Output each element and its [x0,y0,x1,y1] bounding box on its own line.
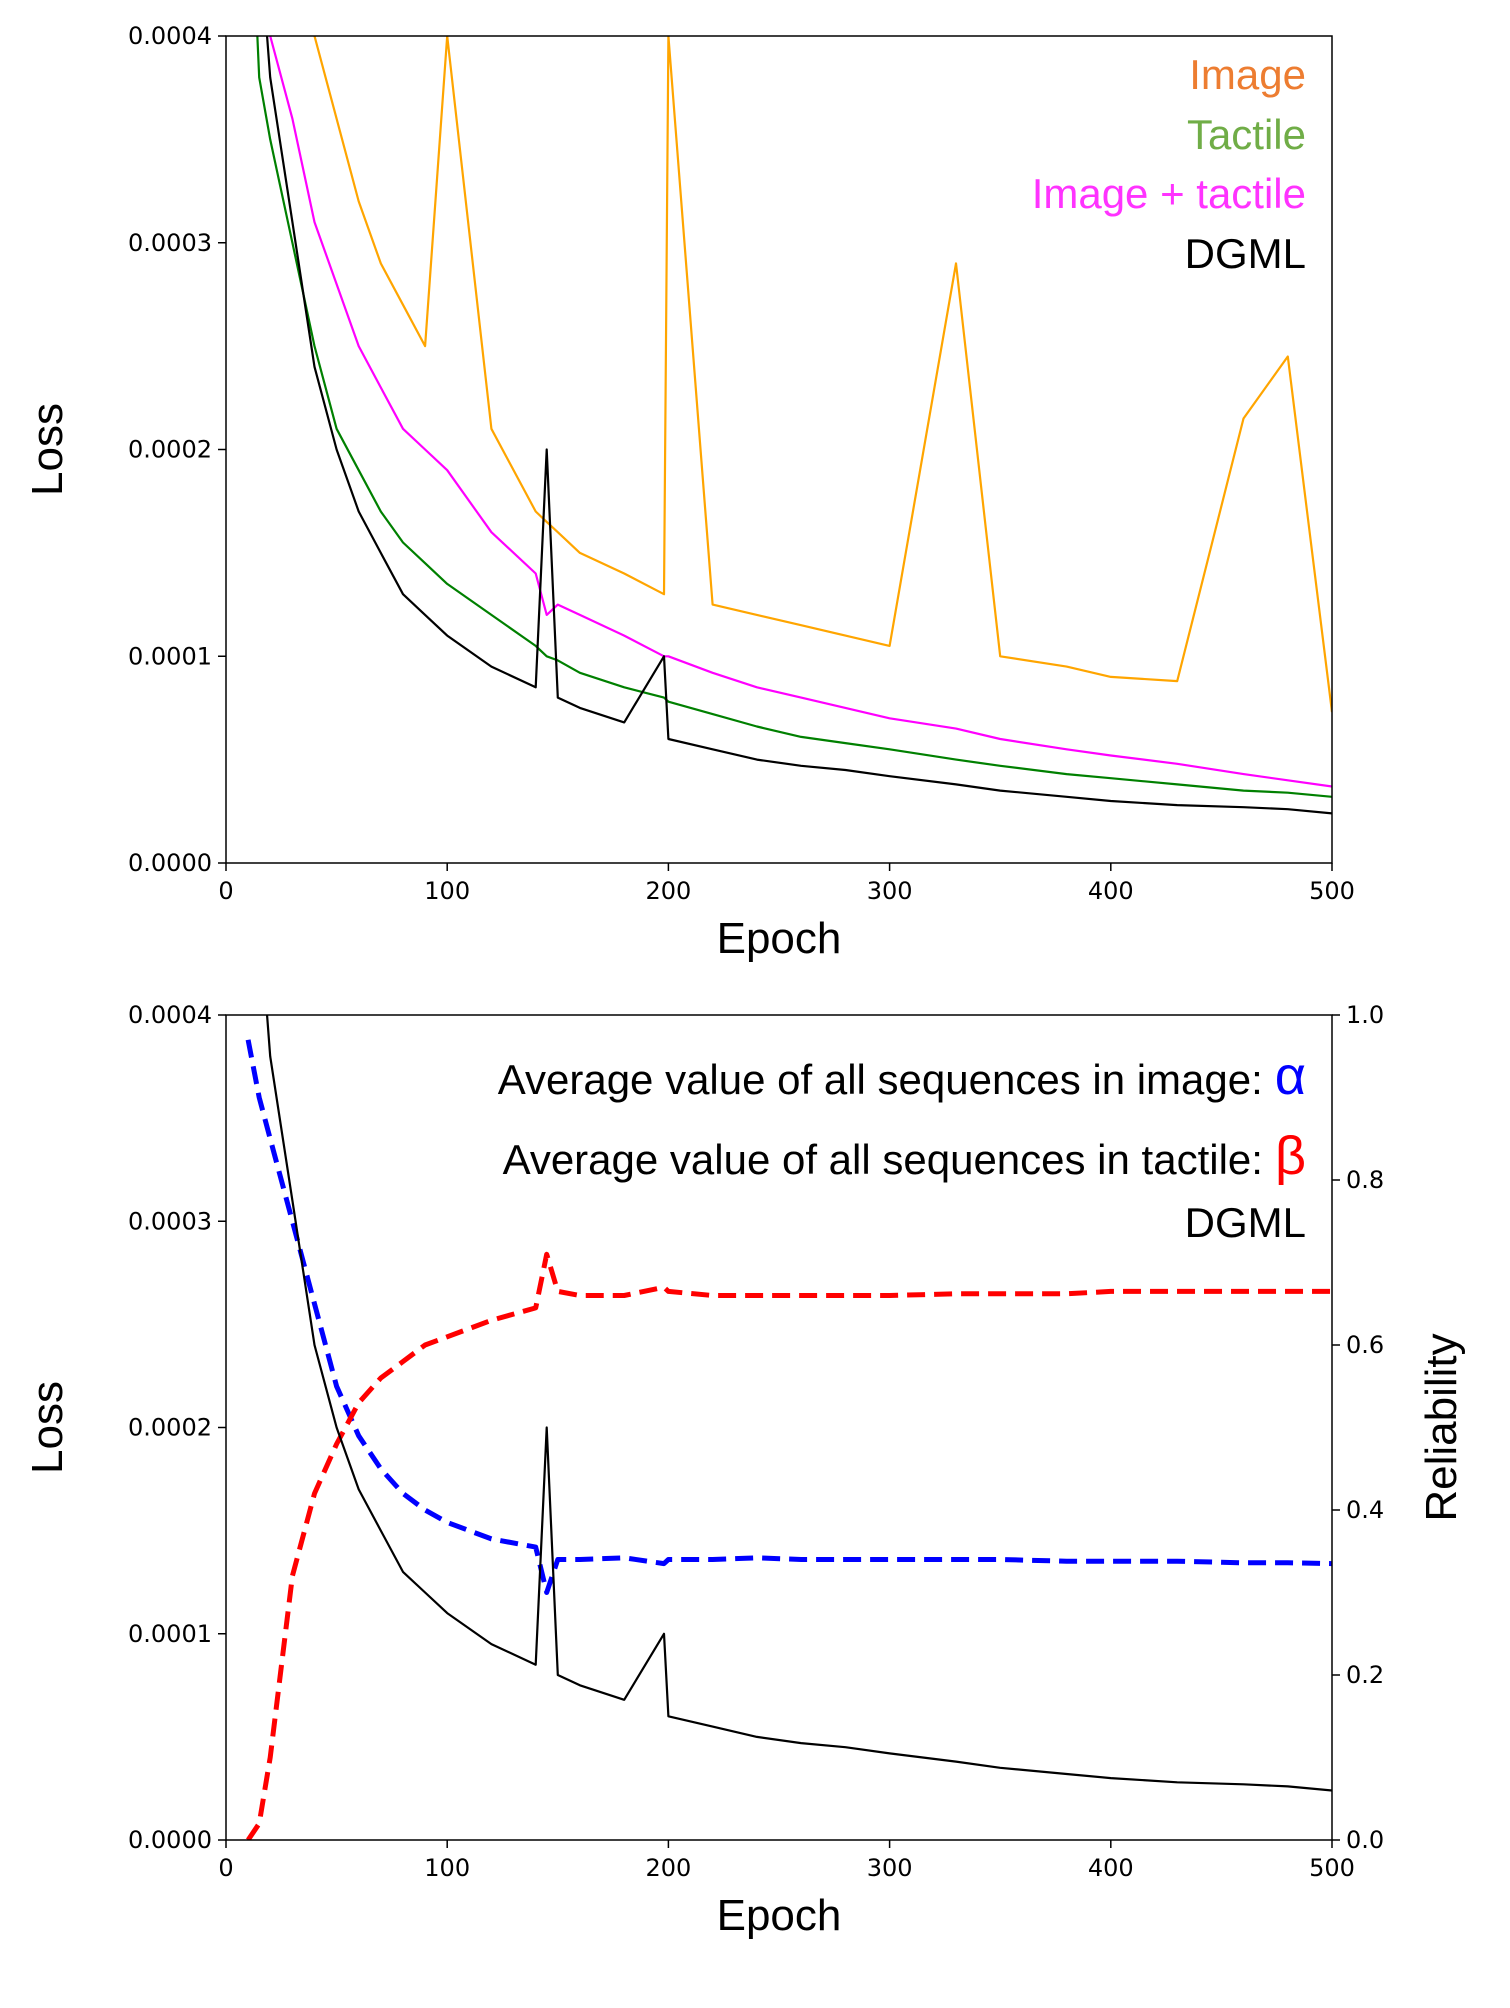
y2-tick-label: 0.2 [1346,1661,1384,1689]
y-axis-label: Loss [23,403,72,496]
x-axis-label: Epoch [717,1891,842,1940]
y2-axis-label: Reliability [1417,1333,1466,1521]
x-axis-label: Epoch [717,914,842,963]
y-tick-label: 0.0004 [128,22,212,50]
y-axis-label: Loss [23,1381,72,1474]
x-tick-label: 200 [645,1854,691,1882]
line-series [269,36,1332,788]
legend-label: Average value of all sequences in image: [498,1056,1263,1103]
y-tick-label: 0.0001 [128,1620,212,1648]
plot-area [256,36,1332,815]
y-tick-label: 0.0000 [128,1826,212,1854]
x-tick-label: 300 [867,877,913,905]
line-series [265,1015,1332,1792]
legend-symbol: α [1275,1046,1306,1106]
y-tick-label: 0.0000 [128,849,212,877]
line-series [265,36,1332,815]
legend-label: DGML [1185,230,1306,277]
y2-tick-label: 0.6 [1346,1331,1384,1359]
legend-label: Image [1189,51,1306,98]
x-tick-label: 400 [1088,877,1134,905]
y2-tick-label: 0.4 [1346,1496,1384,1524]
y-tick-label: 0.0004 [128,1001,212,1029]
x-tick-label: 500 [1309,877,1355,905]
y2-tick-label: 0.0 [1346,1826,1384,1854]
y2-tick-label: 0.8 [1346,1166,1384,1194]
x-tick-label: 300 [867,1854,913,1882]
y-tick-label: 0.0003 [128,229,212,257]
y-tick-label: 0.0002 [128,1414,212,1442]
x-tick-label: 100 [424,1854,470,1882]
plot-frame [225,1014,1333,1841]
y-tick-label: 0.0001 [128,642,212,670]
legend-label: Average value of all sequences in tactil… [503,1136,1263,1183]
legend-label: Tactile [1187,111,1306,158]
x-tick-label: 100 [424,877,470,905]
legend-symbol: β [1275,1126,1306,1186]
line-series [245,1039,1332,1595]
x-tick-label: 0 [218,1854,233,1882]
x-tick-label: 500 [1309,1854,1355,1882]
y2-tick-label: 1.0 [1346,1001,1384,1029]
line-series [313,36,1332,713]
line-series [256,36,1332,798]
legend-label: Image + tactile [1032,170,1306,217]
y-tick-label: 0.0003 [128,1207,212,1235]
x-tick-label: 0 [218,877,233,905]
plot-frame [225,35,1333,864]
x-tick-label: 200 [645,877,691,905]
plot-area [245,1015,1332,1840]
y-tick-label: 0.0002 [128,436,212,464]
line-series [246,1251,1332,1840]
legend-label: DGML [1185,1199,1306,1246]
x-tick-label: 400 [1088,1854,1134,1882]
